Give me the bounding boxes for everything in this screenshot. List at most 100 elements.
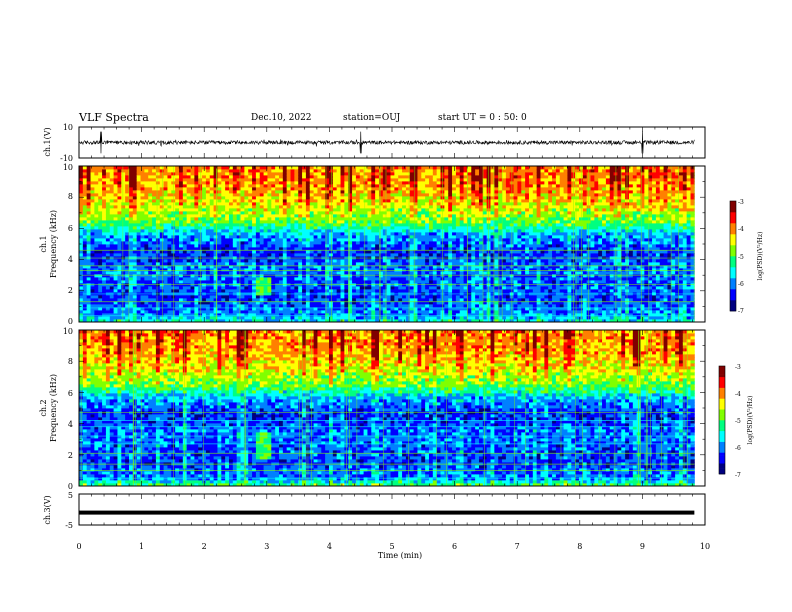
spectrogram-cell [309, 253, 315, 257]
spectrogram-cell [259, 289, 265, 293]
spectrogram-cell [86, 319, 91, 323]
spectrogram-cell [394, 229, 399, 233]
spectrogram-cell [182, 301, 188, 305]
spectrogram-cell [402, 175, 407, 179]
spectrogram-cell [125, 244, 130, 248]
spectrogram-cell [82, 247, 88, 251]
spectrogram-cell [171, 214, 176, 218]
spectrogram-cell [240, 286, 245, 290]
spectrogram-cell [436, 220, 441, 224]
spectrogram-cell [159, 217, 165, 221]
spectrogram-cell [244, 241, 249, 245]
spectrogram-cell [328, 316, 334, 320]
spectrogram-cell [86, 169, 91, 173]
spectrogram-cell [432, 262, 438, 266]
spectrogram-cell [413, 169, 418, 173]
spectrogram-cell [413, 268, 418, 272]
spectrogram-cell [248, 229, 253, 233]
spectrogram-cell [302, 286, 307, 290]
spectrogram-cell [352, 307, 357, 311]
spectrogram-cell [205, 232, 211, 236]
spectrogram-cell [325, 277, 330, 281]
spectrogram-cell [167, 277, 172, 281]
spectrogram-cell [259, 259, 265, 263]
spectrogram-cell [282, 247, 288, 251]
spectrogram-cell [155, 265, 161, 269]
spectrogram-cell [144, 181, 149, 185]
spectrogram-cell [129, 190, 134, 194]
spectrogram-cell [94, 223, 99, 227]
spectrogram-cell [436, 289, 441, 293]
spectrogram-cell [105, 172, 111, 176]
spectrogram-cell [294, 166, 299, 170]
spectrogram-cell [132, 178, 138, 182]
spectrogram-cell [363, 172, 368, 176]
spectrogram-cell [413, 319, 418, 323]
spectrogram-cell [255, 202, 261, 206]
spectrogram-cell [117, 220, 122, 224]
spectrogram-cell [371, 184, 376, 188]
spectrogram-cell [290, 277, 295, 281]
spectrogram-cell [244, 247, 249, 251]
spectrogram-cell [271, 262, 276, 266]
spectrogram-cell [348, 319, 353, 323]
spectrogram-cell [167, 310, 172, 314]
spectrogram-cell [278, 253, 284, 257]
spectrogram-cell [290, 241, 295, 245]
spectrogram-cell [240, 223, 245, 227]
spectrogram-cell [325, 265, 330, 269]
spectrogram-cell [371, 265, 376, 269]
spectrogram-cell [190, 190, 195, 194]
spectrogram-cell [425, 223, 430, 227]
spectrogram-cell [294, 268, 299, 272]
spectrogram-cell [221, 298, 226, 302]
spectrogram-cell [86, 184, 91, 188]
spectrogram-cell [332, 172, 338, 176]
spectrogram-cell [82, 268, 88, 272]
spectrogram-cell [125, 250, 130, 254]
spectrogram-cell [348, 217, 353, 221]
spectrogram-cell [244, 253, 249, 257]
spectrogram-cell [309, 247, 315, 251]
spectrogram-cell [367, 193, 372, 197]
spectrogram-cell [363, 298, 368, 302]
spectrogram-cell [86, 304, 91, 308]
spectrogram-cell [344, 181, 349, 185]
spectrogram-cell [248, 172, 253, 176]
spectrogram-cell [198, 205, 203, 209]
spectrogram-cell [386, 268, 391, 272]
spectrogram-cell [86, 250, 91, 254]
spectrogram-cell [402, 310, 407, 314]
spectrogram-cell [171, 247, 176, 251]
spectrogram-cell [382, 286, 388, 290]
spectrogram-cell [294, 265, 299, 269]
spectrogram-cell [325, 262, 330, 266]
spectrogram-cell [271, 232, 276, 236]
spectrogram-cell [79, 235, 84, 239]
spectrogram-cell [313, 232, 318, 236]
spectrogram-cell [317, 238, 322, 242]
spectrogram-cell [102, 169, 107, 173]
spectrogram-cell [186, 166, 191, 170]
spectrogram-cell [398, 223, 403, 227]
spectrogram-cell [352, 289, 357, 293]
spectrogram-cell [190, 196, 195, 200]
spectrogram-cell [179, 277, 184, 281]
spectrogram-cell [390, 211, 395, 215]
spectrogram-cell [294, 232, 299, 236]
spectrogram-cell [194, 259, 199, 263]
spectrogram-cell [248, 199, 253, 203]
spectrogram-cell [367, 235, 372, 239]
spectrogram-cell [413, 223, 418, 227]
spectrogram-cell [321, 286, 326, 290]
spectrogram-cell [367, 220, 372, 224]
spectrogram-cell [405, 181, 411, 185]
spectrogram-cell [205, 301, 211, 305]
spectrogram-cell [402, 169, 407, 173]
spectrogram-cell [159, 280, 165, 284]
spectrogram-cell [390, 316, 395, 320]
spectrogram-cell [132, 187, 138, 191]
spectrogram-cell [417, 289, 422, 293]
spectrogram-cell [248, 202, 253, 206]
spectrogram-cell [428, 223, 434, 227]
